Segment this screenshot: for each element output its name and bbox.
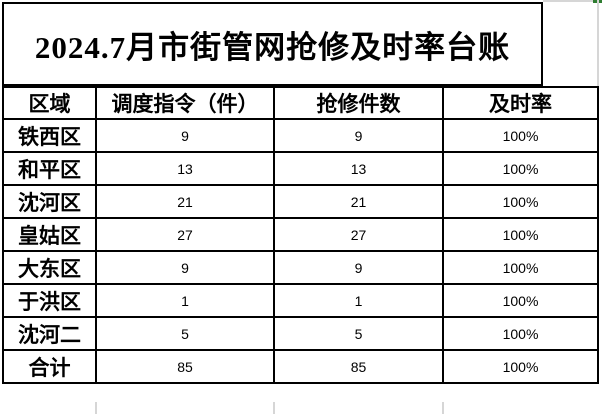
repairs-cell: 13	[273, 151, 444, 186]
col-header-rate: 及时率	[442, 86, 599, 120]
dispatch-cell: 9	[95, 118, 275, 153]
repairs-cell: 9	[273, 250, 444, 285]
col-header-dispatch: 调度指令（件）	[95, 86, 275, 120]
gridline-stub	[95, 402, 97, 414]
table-row: 于洪区 1 1 100%	[2, 283, 599, 318]
col-header-repairs: 抢修件数	[273, 86, 444, 120]
repairs-cell: 9	[273, 118, 444, 153]
region-cell: 皇姑区	[2, 217, 97, 252]
repairs-cell: 21	[273, 184, 444, 219]
table-row: 沈河区 21 21 100%	[2, 184, 599, 219]
col-header-region: 区域	[2, 86, 97, 120]
dispatch-cell: 85	[95, 349, 275, 384]
region-cell: 沈河区	[2, 184, 97, 219]
rate-cell: 100%	[442, 184, 599, 219]
table-row: 皇姑区 27 27 100%	[2, 217, 599, 252]
region-cell: 和平区	[2, 151, 97, 186]
ledger-table: 区域 调度指令（件） 抢修件数 及时率 铁西区 9 9 100% 和平区 13 …	[2, 86, 599, 384]
repairs-cell: 5	[273, 316, 444, 351]
dispatch-cell: 1	[95, 283, 275, 318]
table-row: 铁西区 9 9 100%	[2, 118, 599, 153]
table-row: 大东区 9 9 100%	[2, 250, 599, 285]
page-title: 2024.7月市街管网抢修及时率台账	[34, 29, 511, 65]
rate-cell: 100%	[442, 349, 599, 384]
repairs-cell: 27	[273, 217, 444, 252]
title-cell: 2024.7月市街管网抢修及时率台账	[2, 2, 543, 86]
region-cell: 大东区	[2, 250, 97, 285]
table-row: 和平区 13 13 100%	[2, 151, 599, 186]
dispatch-cell: 13	[95, 151, 275, 186]
header-row: 区域 调度指令（件） 抢修件数 及时率	[2, 86, 599, 120]
table-row: 合计 85 85 100%	[2, 349, 599, 384]
region-cell: 于洪区	[2, 283, 97, 318]
region-cell: 铁西区	[2, 118, 97, 153]
gridline-stub	[273, 402, 275, 414]
dispatch-cell: 9	[95, 250, 275, 285]
region-cell: 沈河二	[2, 316, 97, 351]
rate-cell: 100%	[442, 316, 599, 351]
rate-cell: 100%	[442, 217, 599, 252]
rate-cell: 100%	[442, 283, 599, 318]
gridline-stub	[442, 402, 444, 414]
dispatch-cell: 27	[95, 217, 275, 252]
table-body: 铁西区 9 9 100% 和平区 13 13 100% 沈河区 21 21 10…	[2, 118, 599, 384]
top-edge-gridline	[543, 0, 593, 2]
dispatch-cell: 21	[95, 184, 275, 219]
rate-cell: 100%	[442, 250, 599, 285]
rate-cell: 100%	[442, 151, 599, 186]
dispatch-cell: 5	[95, 316, 275, 351]
rate-cell: 100%	[442, 118, 599, 153]
right-edge-gridline	[597, 0, 599, 86]
region-cell: 合计	[2, 349, 97, 384]
repairs-cell: 1	[273, 283, 444, 318]
table-row: 沈河二 5 5 100%	[2, 316, 599, 351]
repairs-cell: 85	[273, 349, 444, 384]
